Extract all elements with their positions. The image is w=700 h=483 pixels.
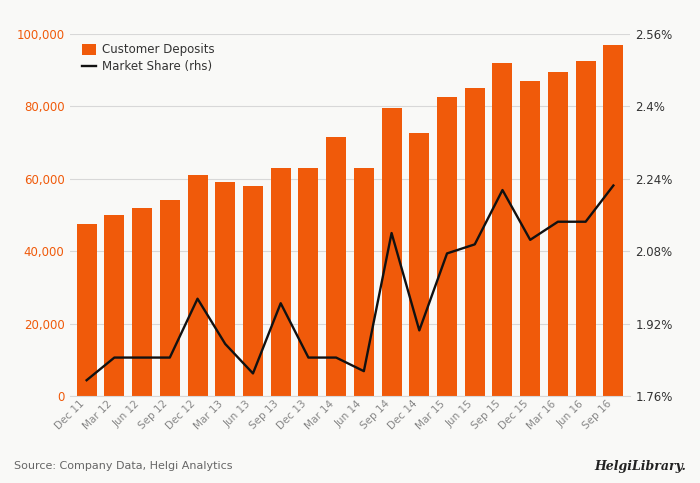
Bar	[104, 215, 125, 396]
Bar	[437, 97, 457, 396]
Bar	[326, 137, 346, 396]
Bar	[575, 61, 596, 396]
Bar	[216, 182, 235, 396]
Legend: Customer Deposits, Market Share (rhs): Customer Deposits, Market Share (rhs)	[81, 43, 214, 73]
Bar	[132, 208, 152, 396]
Bar	[188, 175, 207, 396]
Bar	[298, 168, 318, 396]
Bar	[382, 108, 402, 396]
Bar	[520, 81, 540, 396]
Bar	[160, 200, 180, 396]
Bar	[354, 168, 374, 396]
Bar	[410, 133, 429, 396]
Bar	[603, 44, 623, 396]
Bar	[271, 168, 290, 396]
Bar	[465, 88, 484, 396]
Bar	[548, 72, 568, 396]
Bar	[243, 186, 263, 396]
Text: Source: Company Data, Helgi Analytics: Source: Company Data, Helgi Analytics	[14, 461, 232, 471]
Bar	[493, 63, 512, 396]
Bar	[77, 224, 97, 396]
Text: HelgiLibrary.: HelgiLibrary.	[594, 460, 686, 473]
